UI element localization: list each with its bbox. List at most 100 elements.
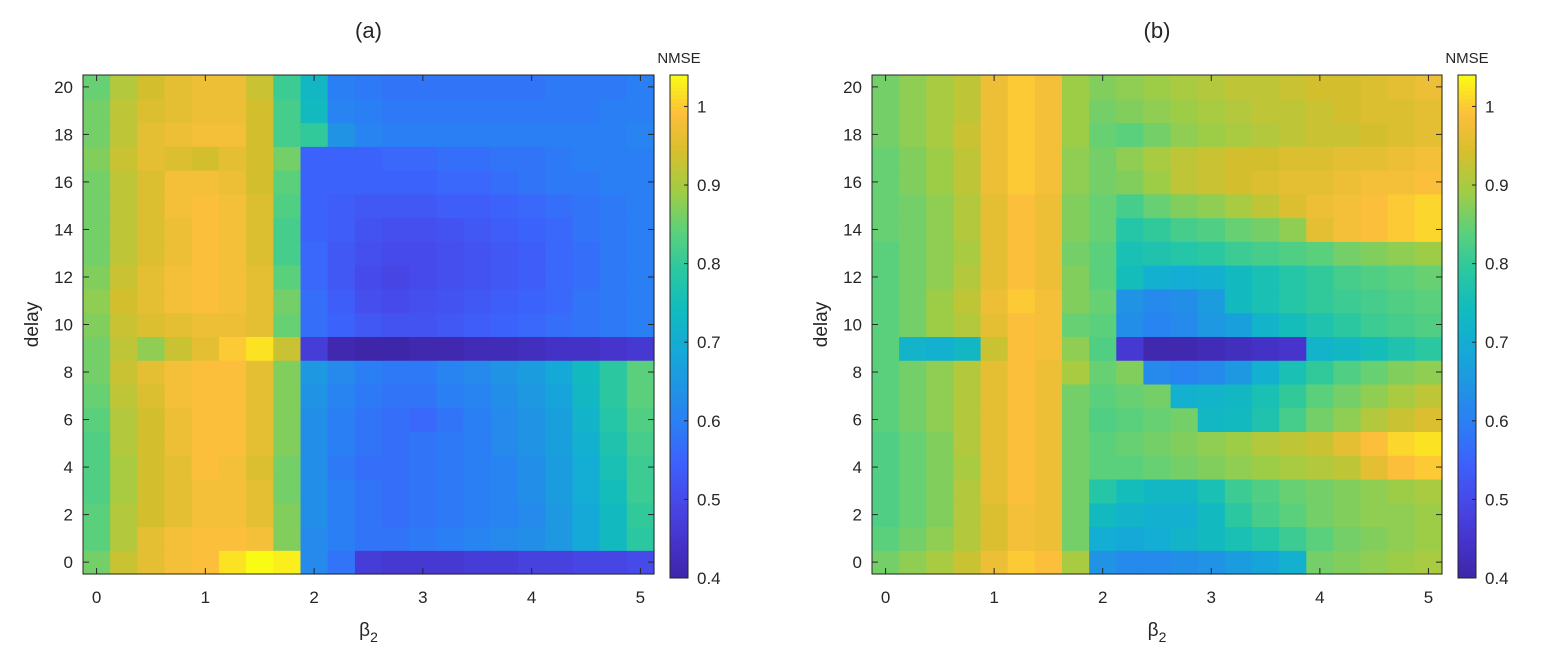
heatmap-cell [545, 217, 574, 242]
heatmap-cell [872, 478, 900, 504]
heatmap-cell [218, 478, 247, 504]
colorbar-segment [670, 102, 688, 107]
colorbar-segment [1458, 240, 1476, 245]
heatmap-cell [1170, 502, 1199, 528]
colorbar-segment [1458, 475, 1476, 481]
colorbar-segment [1458, 130, 1476, 135]
colorbar-segment [670, 153, 688, 159]
heatmap-cell [1143, 75, 1172, 100]
heatmap-cell [1224, 146, 1253, 171]
colorbar-segment [1458, 554, 1476, 559]
heatmap-cell [1252, 526, 1280, 551]
heatmap-cell [463, 288, 492, 314]
heatmap-cell [1279, 336, 1307, 361]
heatmap-cell [980, 312, 1009, 337]
colorbar-segment [670, 464, 688, 469]
colorbar-segment [1458, 236, 1476, 241]
heatmap-cell [1062, 431, 1090, 456]
heatmap-cell [1007, 407, 1036, 433]
heatmap-cell [1197, 383, 1226, 409]
heatmap-cell [599, 455, 628, 480]
heatmap-cell [409, 146, 438, 171]
heatmap-cell [1116, 336, 1145, 361]
heatmap-cell [1062, 526, 1090, 551]
heatmap-cell [980, 170, 1009, 195]
colorbar-segment [1458, 122, 1476, 127]
heatmap-cell [110, 122, 138, 147]
colorbar-segment [670, 361, 688, 367]
colorbar-segment [670, 220, 688, 225]
heatmap-cell [354, 146, 383, 171]
heatmap-cell [1279, 75, 1307, 100]
heatmap-cell [409, 170, 438, 195]
heatmap-cell [953, 312, 982, 337]
colorbar-segment [670, 208, 688, 214]
heatmap-cell [382, 478, 410, 504]
heatmap-cell [436, 241, 465, 266]
heatmap-cell [599, 312, 628, 337]
heatmap-cell [246, 241, 274, 266]
y-tick-label: 16 [843, 173, 862, 192]
colorbar-segment [670, 346, 688, 351]
heatmap-cell [1414, 288, 1443, 314]
heatmap-cell [1197, 241, 1226, 266]
heatmap-cell [1116, 122, 1145, 147]
heatmap-cell [164, 241, 193, 266]
colorbar-segment [1458, 519, 1476, 524]
colorbar-segment [670, 491, 688, 496]
heatmap-panel-a: 0 1 2 3 4 502468101214161820(a)β2delay0.40.50… [22, 18, 721, 645]
heatmap-cell [1360, 478, 1389, 504]
heatmap-cell [218, 360, 247, 385]
heatmap-cell [1224, 193, 1253, 219]
heatmap-cell [327, 241, 356, 266]
heatmap-cell [1252, 241, 1280, 266]
heatmap-cell [980, 288, 1009, 314]
heatmap-cell [382, 312, 410, 337]
heatmap-cell [1279, 312, 1307, 337]
colorbar-tick-label: 0.8 [697, 255, 721, 274]
heatmap-cell [518, 122, 546, 147]
heatmap-cell [1062, 455, 1090, 480]
heatmap-cell [137, 431, 166, 456]
heatmap-cell [490, 170, 519, 195]
heatmap-cell [137, 478, 166, 504]
colorbar-segment [670, 538, 688, 544]
colorbar-segment [1458, 228, 1476, 233]
heatmap-cell [191, 502, 220, 528]
colorbar-segment [1458, 110, 1476, 115]
colorbar-segment [1458, 385, 1476, 390]
heatmap-cell [382, 193, 410, 219]
heatmap-cell [1170, 336, 1199, 361]
heatmap-cell [899, 241, 927, 266]
colorbar-segment [670, 511, 688, 516]
heatmap-cell [1197, 502, 1226, 528]
colorbar-segment [670, 574, 688, 579]
heatmap-cell [899, 98, 927, 124]
colorbar-segment [670, 515, 688, 520]
heatmap-cell [1252, 502, 1280, 528]
heatmap-cell [300, 455, 329, 480]
heatmap-cell [1143, 193, 1172, 219]
heatmap-cell [599, 75, 628, 100]
heatmap-cell [218, 193, 247, 219]
colorbar-segment [670, 114, 688, 119]
x-tick-label: 5 [1424, 588, 1433, 607]
heatmap-cell [599, 502, 628, 528]
colorbar-segment [1458, 491, 1476, 496]
y-tick-label: 14 [54, 220, 73, 239]
heatmap-cell [137, 550, 166, 575]
colorbar-segment [1458, 479, 1476, 485]
heatmap-cell [327, 146, 356, 171]
heatmap-cell [191, 241, 220, 266]
heatmap-cell [382, 502, 410, 528]
heatmap-cell [382, 288, 410, 314]
heatmap-cell [490, 241, 519, 266]
heatmap-cell [572, 75, 601, 100]
heatmap-cell [300, 407, 329, 433]
heatmap-cell [300, 193, 329, 219]
heatmap-cell [83, 193, 111, 219]
colorbar-segment [1458, 94, 1476, 100]
heatmap-cell [1007, 526, 1036, 551]
colorbar-segment [670, 377, 688, 383]
heatmap-cell [1333, 550, 1362, 575]
